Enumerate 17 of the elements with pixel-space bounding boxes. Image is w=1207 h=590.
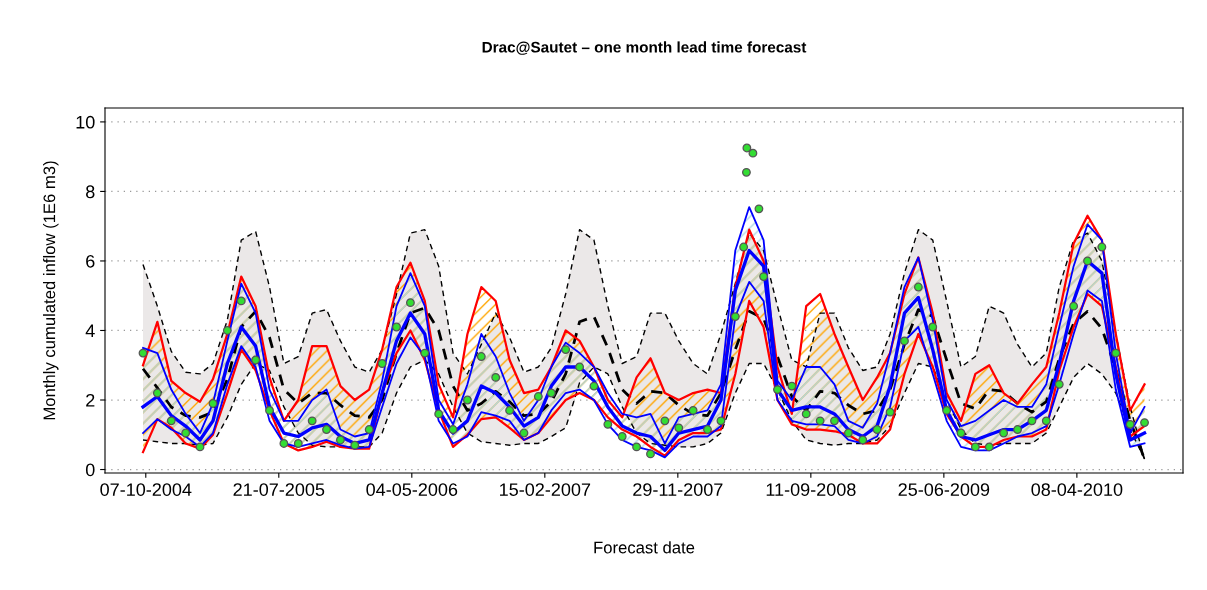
x-tick-label: 29-11-2007 [633, 483, 723, 496]
x-axis-title: Forecast date [594, 541, 695, 554]
y-tick-label: 6 [86, 254, 95, 268]
x-tick-label: 08-04-2010 [1031, 483, 1123, 496]
x-tick-label: 25-06-2009 [898, 483, 990, 496]
x-tick-label: 07-10-2004 [100, 483, 192, 496]
y-tick-label: 8 [86, 185, 95, 199]
y-tick-label: 0 [85, 463, 95, 477]
y-tick-label: 2 [86, 393, 95, 407]
chart-title: Drac@Sautet – one month lead time forecast [482, 41, 807, 55]
x-tick-label: 11-09-2008 [766, 483, 856, 496]
x-tick-label: 21-07-2005 [233, 483, 325, 496]
x-tick-label: 15-02-2007 [500, 483, 591, 496]
y-axis-title: Monthly cumulated inflow (1E6 m3) [42, 161, 59, 420]
y-tick-label: 10 [76, 115, 95, 129]
x-tick-label: 04-05-2006 [366, 483, 458, 496]
y-tick-label: 4 [85, 324, 95, 338]
